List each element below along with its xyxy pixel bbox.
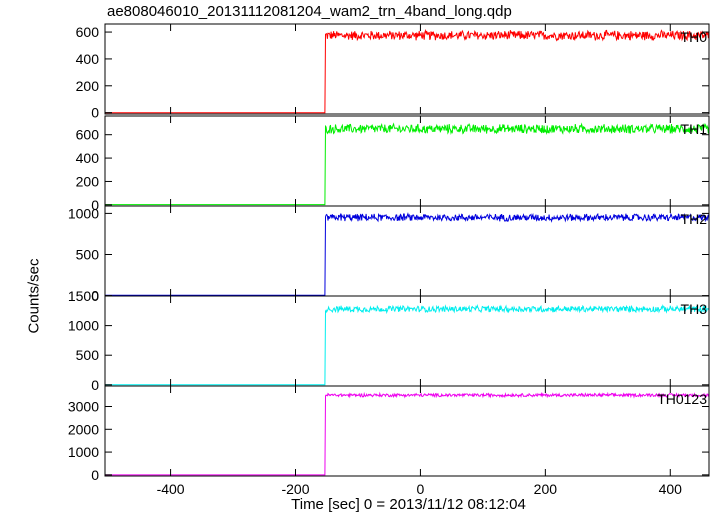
y-tick-label: 0 <box>91 377 99 393</box>
panel-label-th1: TH1 <box>681 121 708 137</box>
y-tick-label: 3000 <box>68 399 99 415</box>
y-tick-label: 2000 <box>68 421 99 437</box>
y-tick-label: 500 <box>76 347 100 363</box>
series-line-th0123 <box>105 391 710 476</box>
panel-label-th3: TH3 <box>681 301 708 317</box>
x-tick-label: -200 <box>281 481 309 497</box>
x-tick-label: 200 <box>534 481 558 497</box>
panel-label-th0123: TH0123 <box>657 391 707 407</box>
panel-label-th0: TH0 <box>681 29 708 45</box>
series-line-th3 <box>105 303 710 386</box>
y-tick-label: 200 <box>76 78 100 94</box>
y-tick-label: 200 <box>76 173 100 189</box>
panel-frame-th0123 <box>104 385 710 477</box>
y-tick-label: 600 <box>76 24 100 40</box>
y-tick-label: 0 <box>91 105 99 121</box>
y-tick-label: 1500 <box>68 288 99 304</box>
x-axis-label: Time [sec] 0 = 2013/11/12 08:12:04 <box>291 496 526 513</box>
y-tick-label: 400 <box>76 51 100 67</box>
x-tick-label: 0 <box>417 481 425 497</box>
y-tick-label: 500 <box>76 246 100 262</box>
panel-frame-th2 <box>104 205 710 297</box>
y-tick-label: 0 <box>91 467 99 483</box>
y-tick-label: 1000 <box>68 318 99 334</box>
y-tick-label: 600 <box>76 127 100 143</box>
y-tick-label: 0 <box>91 197 99 213</box>
series-line-th1 <box>105 122 710 206</box>
series-line-th0 <box>105 28 710 114</box>
panel-frame-th0 <box>104 23 710 115</box>
y-tick-label: 1000 <box>68 205 99 221</box>
x-tick-label: 400 <box>659 481 683 497</box>
y-tick-label: 1000 <box>68 444 99 460</box>
panel-label-th2: TH2 <box>681 211 708 227</box>
series-line-th2 <box>105 212 710 296</box>
x-tick-label: -400 <box>157 481 185 497</box>
y-tick-label: 0 <box>91 288 99 304</box>
y-tick-label: 400 <box>76 150 100 166</box>
chart-title: ae808046010_20131112081204_wam2_trn_4ban… <box>107 3 512 20</box>
